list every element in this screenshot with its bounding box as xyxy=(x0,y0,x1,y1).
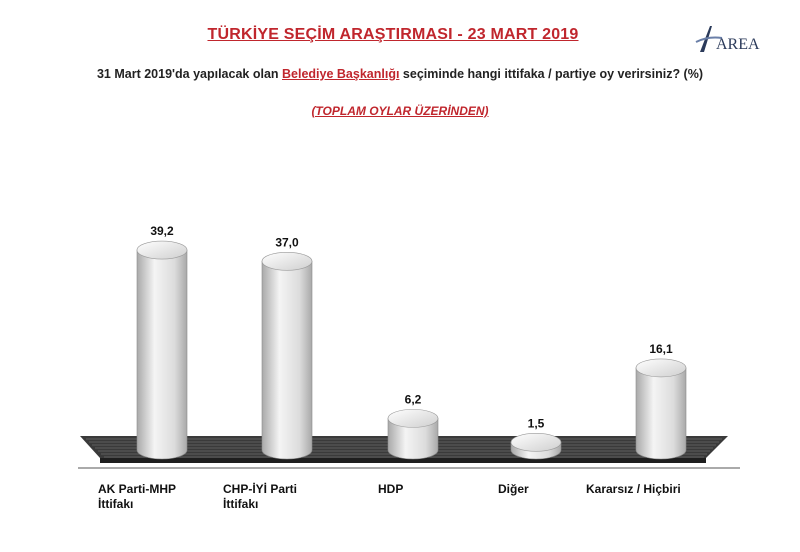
bar-3 xyxy=(510,433,562,460)
bar-top xyxy=(387,409,439,428)
chart-floor-edge xyxy=(100,458,706,463)
bar-top xyxy=(261,252,313,271)
tick-label: Diğer xyxy=(498,482,529,496)
survey-question: 31 Mart 2019'da yapılacak olan Belediye … xyxy=(0,67,800,81)
bar-body xyxy=(261,261,313,460)
tick-label: HDP xyxy=(378,482,404,496)
bar-top xyxy=(635,358,687,378)
bar-chart: 39,2 37,0 6,2 1,5 16,1 xyxy=(78,224,740,469)
chart-subtitle: (TOPLAM OYLAR ÜZERİNDEN) xyxy=(311,104,489,118)
data-label: 16,1 xyxy=(649,342,673,356)
bar-2 xyxy=(387,409,439,460)
area-logo: AREA xyxy=(695,26,760,53)
bar-1 xyxy=(261,252,313,460)
tick-label: Kararsız / Hiçbiri xyxy=(586,482,681,496)
question-highlight: Belediye Başkanlığı xyxy=(282,67,400,81)
data-label: 6,2 xyxy=(405,392,422,406)
tick-label: AK Parti-MHP İttifakı xyxy=(98,482,177,511)
bar-body xyxy=(136,249,188,460)
data-label: 39,2 xyxy=(150,224,174,238)
question-prefix: 31 Mart 2019'da yapılacak olan xyxy=(96,67,283,81)
bar-top xyxy=(136,240,188,260)
bar-body xyxy=(635,367,687,460)
bar-body xyxy=(387,418,439,460)
chart-title: TÜRKİYE SEÇİM ARAŞTIRMASI - 23 MART 2019 xyxy=(207,26,579,43)
bar-4 xyxy=(635,358,687,460)
question-suffix: seçiminde hangi ittifaka / partiye oy ve… xyxy=(399,67,703,81)
logo-text: AREA xyxy=(716,36,760,53)
data-label: 1,5 xyxy=(528,416,545,430)
tick-label: CHP-İYİ Parti İttifakı xyxy=(223,482,298,511)
bar-0 xyxy=(136,240,188,460)
data-label: 37,0 xyxy=(275,235,299,249)
bar-top xyxy=(510,433,562,452)
